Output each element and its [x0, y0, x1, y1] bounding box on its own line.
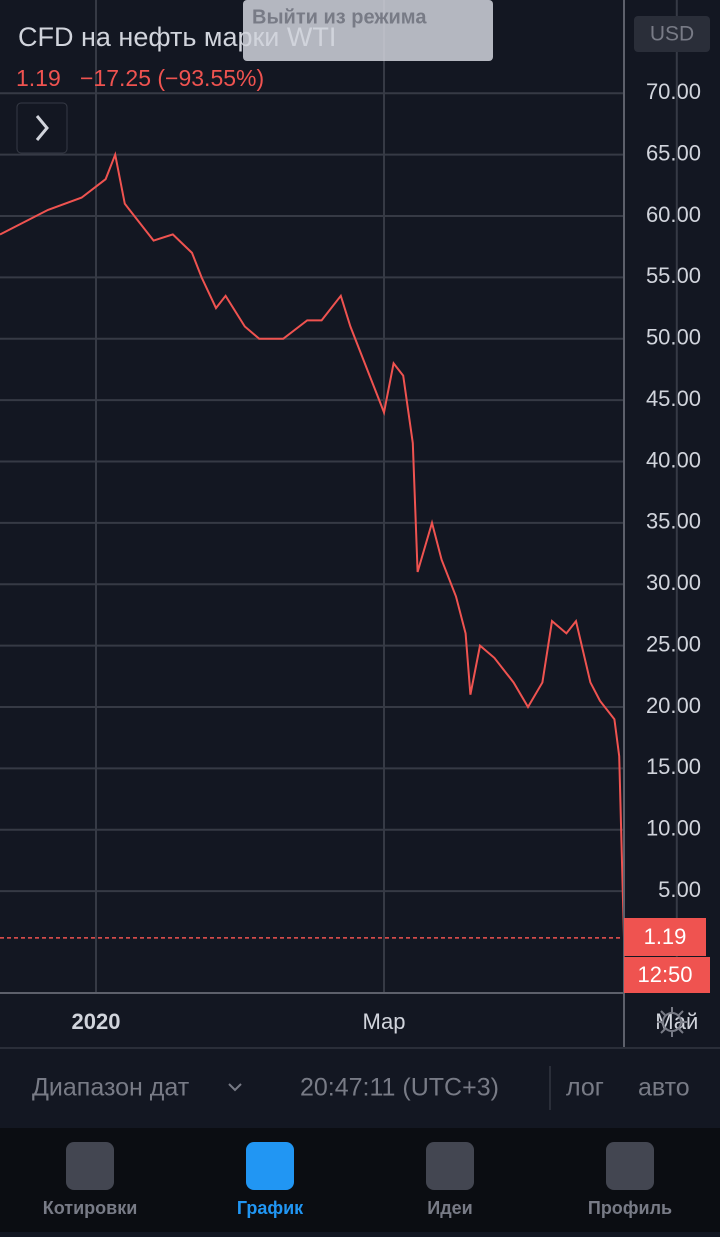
tab-label[interactable]: График: [237, 1198, 304, 1218]
tab-bar: [0, 1128, 720, 1232]
time-tag-label: 12:50: [637, 962, 692, 987]
y-tick-label: 70.00: [646, 79, 701, 104]
price-line: [0, 151, 625, 938]
currency-button[interactable]: [634, 16, 710, 52]
y-tick-label: 40.00: [646, 447, 701, 472]
y-tick-label: 35.00: [646, 509, 701, 534]
dropdown-icon: [228, 1083, 242, 1092]
price-change: −17.25 (−93.55%): [80, 65, 264, 91]
plot: 5.00 10.00 15.00 20.00 25.00 30.00 35.00 40.00 4…: [0, 0, 701, 1034]
clock: 20:47:11 (UTC+3): [300, 1074, 499, 1102]
settings-icon[interactable]: [662, 1012, 682, 1032]
x-tick-label: Мар: [362, 1009, 405, 1034]
tab-icon[interactable]: [246, 1142, 294, 1190]
exit-fullscreen-button[interactable]: [243, 0, 493, 61]
tab-label[interactable]: Идеи: [427, 1198, 472, 1218]
time-tag: [624, 957, 710, 993]
y-tick-label: 30.00: [646, 570, 701, 595]
log-toggle[interactable]: лог: [566, 1074, 604, 1102]
settings-rays: [657, 1007, 687, 1037]
currency-label: USD: [650, 23, 694, 46]
y-tick-label: 45.00: [646, 386, 701, 411]
y-tick-label: 5.00: [658, 877, 701, 902]
y-tick-label: 10.00: [646, 816, 701, 841]
price-tag-label: 1.19: [644, 924, 687, 949]
last-price: 1.19: [16, 65, 61, 91]
chevron-icon: [35, 115, 49, 141]
tab-label[interactable]: Профиль: [588, 1198, 672, 1218]
x-tick-label: 2020: [72, 1009, 121, 1034]
price-tag: [624, 918, 706, 956]
y-tick-label: 25.00: [646, 631, 701, 656]
tab-icon[interactable]: [606, 1142, 654, 1190]
auto-toggle[interactable]: авто: [638, 1074, 690, 1102]
exit-button-label: Выйти из режима: [252, 6, 427, 28]
date-range-button[interactable]: Диапазон дат: [32, 1074, 190, 1102]
tab-icon[interactable]: [66, 1142, 114, 1190]
tab-icon[interactable]: [426, 1142, 474, 1190]
y-tick-label: 15.00: [646, 754, 701, 779]
y-tick-label: 50.00: [646, 325, 701, 350]
y-tick-label: 20.00: [646, 693, 701, 718]
expand-button[interactable]: [16, 102, 68, 154]
y-tick-label: 55.00: [646, 263, 701, 288]
y-tick-label: 65.00: [646, 140, 701, 165]
y-tick-label: 60.00: [646, 202, 701, 227]
tab-label[interactable]: Котировки: [43, 1198, 138, 1218]
tabs: Котировки График Идеи Профиль: [43, 1142, 672, 1218]
